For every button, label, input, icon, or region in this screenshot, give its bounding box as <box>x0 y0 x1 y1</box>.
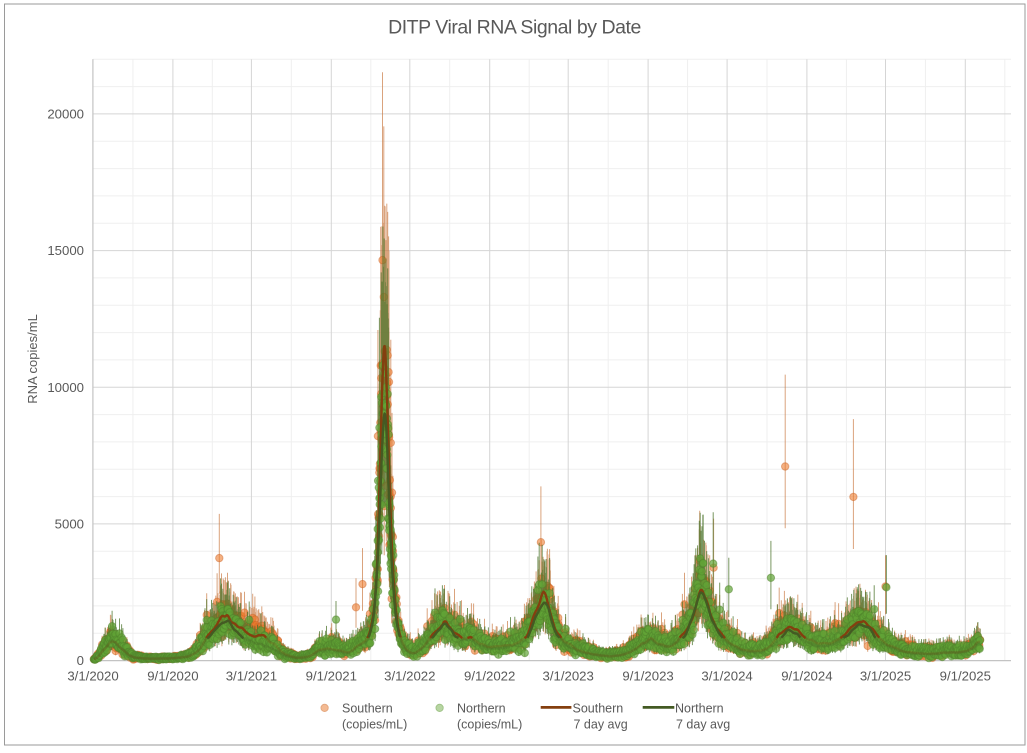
svg-text:0: 0 <box>77 653 84 668</box>
svg-text:3/1/2020: 3/1/2020 <box>67 669 118 684</box>
svg-text:3/1/2024: 3/1/2024 <box>701 669 752 684</box>
svg-text:9/1/2023: 9/1/2023 <box>622 669 673 684</box>
svg-text:7 day avg: 7 day avg <box>574 718 628 732</box>
svg-text:15000: 15000 <box>47 243 84 258</box>
svg-text:3/1/2023: 3/1/2023 <box>543 669 594 684</box>
svg-text:9/1/2022: 9/1/2022 <box>464 669 515 684</box>
svg-text:9/1/2024: 9/1/2024 <box>781 669 832 684</box>
svg-text:3/1/2022: 3/1/2022 <box>384 669 435 684</box>
svg-text:Northern: Northern <box>457 702 506 716</box>
svg-text:(copies/mL): (copies/mL) <box>457 718 522 732</box>
svg-text:Southern: Southern <box>342 702 393 716</box>
svg-text:(copies/mL): (copies/mL) <box>342 718 407 732</box>
svg-text:Southern: Southern <box>573 702 624 716</box>
svg-text:10000: 10000 <box>47 380 84 395</box>
svg-text:3/1/2021: 3/1/2021 <box>226 669 277 684</box>
svg-text:RNA copies/mL: RNA copies/mL <box>25 314 40 404</box>
svg-text:5000: 5000 <box>55 516 84 531</box>
svg-text:9/1/2025: 9/1/2025 <box>940 669 991 684</box>
svg-text:9/1/2021: 9/1/2021 <box>306 669 357 684</box>
svg-text:DITP Viral RNA Signal by Date: DITP Viral RNA Signal by Date <box>388 17 641 39</box>
svg-text:Northern: Northern <box>675 702 724 716</box>
svg-text:3/1/2025: 3/1/2025 <box>860 669 911 684</box>
svg-text:20000: 20000 <box>47 106 84 121</box>
svg-text:9/1/2020: 9/1/2020 <box>147 669 198 684</box>
svg-text:7 day avg: 7 day avg <box>676 718 730 732</box>
